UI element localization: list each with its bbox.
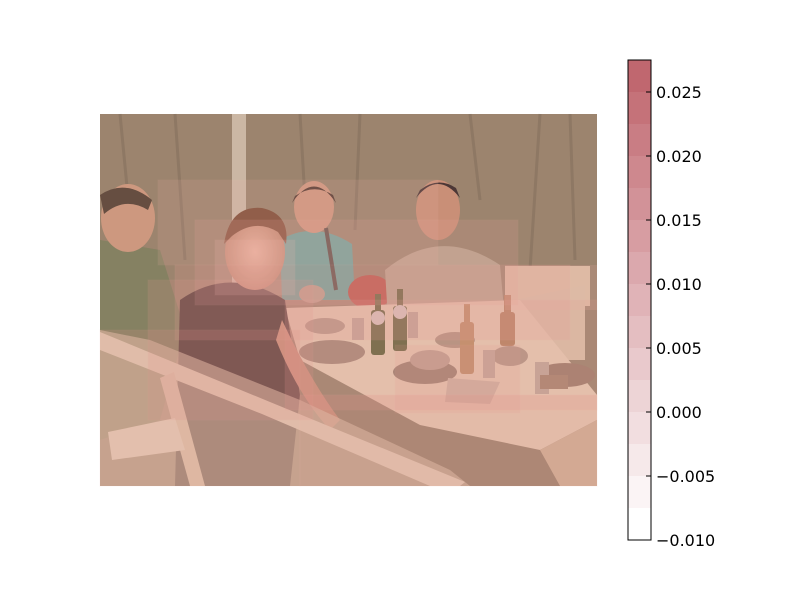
colorbar-tick-label: 0.000 <box>656 403 702 422</box>
colorbar-frame <box>627 59 652 541</box>
colorbar-band <box>628 124 651 156</box>
colorbar-band <box>628 348 651 380</box>
colorbar-band <box>628 508 651 540</box>
colorbar-bands <box>628 60 651 540</box>
colorbar-band <box>628 380 651 412</box>
colorbar-band <box>628 412 651 444</box>
tableware <box>299 285 595 404</box>
colorbar-tick-label: 0.005 <box>656 339 702 358</box>
colorbar-band <box>628 60 651 92</box>
bottles <box>371 289 515 374</box>
colorbar-ticks: 0.025 0.020 0.015 0.010 0.005 0.000 −0.005 −0.0… <box>646 83 715 550</box>
colorbar-tick-label: −0.005 <box>656 467 715 486</box>
colorbar-band <box>628 444 651 476</box>
front-bench <box>100 330 470 486</box>
saliency-overlay <box>99 114 598 487</box>
colorbar-band <box>628 252 651 284</box>
colorbar-band <box>628 284 651 316</box>
person-woman <box>280 181 355 300</box>
colorbar-tick-label: 0.025 <box>656 83 702 102</box>
colorbar-band <box>628 220 651 252</box>
colorbar-band <box>628 92 651 124</box>
colorbar-tick-label: 0.010 <box>656 275 702 294</box>
colorbar-band <box>628 476 651 508</box>
colorbar-band <box>628 316 651 348</box>
colorbar-tick-label: −0.010 <box>656 531 715 550</box>
colorbar-band <box>628 188 651 220</box>
colorbar-tick-label: 0.020 <box>656 147 702 166</box>
photo-panel <box>99 113 598 487</box>
colorbar: 0.025 0.020 0.015 0.010 0.005 0.000 −0.005 −0.0… <box>627 59 715 550</box>
colorbar-band <box>628 156 651 188</box>
colorbar-tick-label: 0.015 <box>656 211 702 230</box>
